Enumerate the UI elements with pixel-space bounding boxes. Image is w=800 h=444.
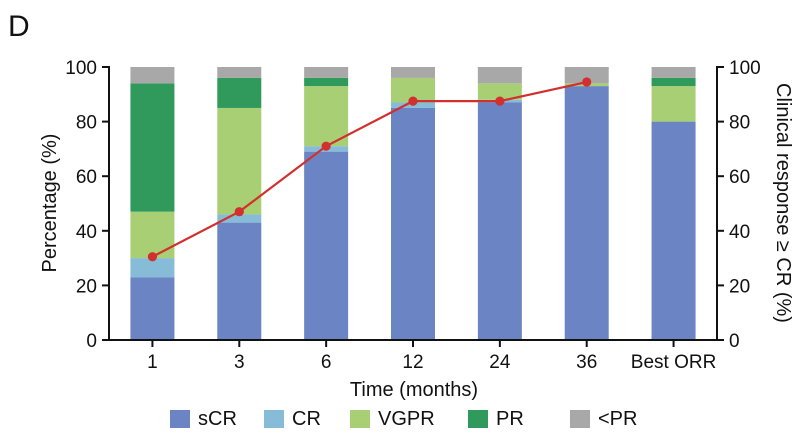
response-point	[408, 96, 418, 106]
legend-label: PR	[496, 408, 524, 430]
bar-segment-pr	[651, 77, 696, 87]
response-point	[321, 141, 331, 151]
right-y-axis-title: Clinical response ≥ CR (%)	[772, 83, 794, 323]
right-y-tick-label: 100	[729, 58, 761, 79]
plot-area	[130, 67, 696, 341]
bar-segment-pr	[217, 77, 262, 108]
x-tick-label: 6	[321, 352, 332, 373]
x-tick-label: 24	[489, 352, 511, 373]
bar-segment-vgpr	[477, 83, 522, 100]
y-tick-label: 0	[86, 331, 97, 352]
legend-label: VGPR	[378, 408, 435, 430]
right-y-tick-label: 40	[729, 222, 750, 243]
x-tick-label: 3	[234, 352, 245, 373]
bar-segment-pr	[130, 67, 175, 84]
y-tick-label: 60	[76, 167, 97, 188]
bar-segment-pr	[304, 67, 349, 78]
y-tick-label: 20	[76, 276, 97, 297]
response-point	[147, 252, 158, 262]
bar-segment-scr	[217, 222, 262, 340]
response-point	[234, 207, 244, 217]
y-tick-label: 40	[76, 222, 97, 243]
response-line	[151, 80, 587, 258]
bar-segment-scr	[477, 102, 522, 341]
right-y-tick-label: 20	[729, 276, 750, 297]
bar-segment-vgpr	[130, 211, 175, 259]
response-point	[495, 96, 505, 106]
y-axis-title: Percentage (%)	[39, 134, 61, 273]
x-tick-label: 1	[147, 352, 158, 373]
x-tick-label: Best ORR	[631, 352, 717, 373]
response-point	[582, 77, 592, 87]
legend: sCR CR VGPR PR <PR	[170, 408, 637, 430]
bar-segment-pr	[304, 77, 349, 87]
legend-label: sCR	[198, 408, 237, 430]
bar-segment-cr	[130, 258, 175, 278]
bar-segment-pr	[564, 67, 609, 84]
y-tick-label: 100	[65, 58, 97, 79]
y-tick-label: 80	[76, 113, 97, 134]
legend-label: CR	[292, 408, 321, 430]
bar-segment-pr	[651, 67, 696, 78]
bar-segment-scr	[130, 277, 175, 340]
bar-segment-vgpr	[217, 107, 262, 215]
bar-segment-scr	[651, 121, 696, 340]
bar-segment-scr	[304, 151, 349, 340]
bar-segment-scr	[564, 86, 609, 340]
bar-segment-vgpr	[304, 86, 349, 147]
right-y-tick-label: 60	[729, 167, 750, 188]
bar-segment-pr	[477, 67, 522, 84]
legend-swatch	[468, 410, 488, 428]
right-y-tick-label: 80	[729, 113, 750, 134]
bar-segment-pr	[391, 67, 435, 78]
legend-swatch	[570, 410, 590, 428]
bar-segment-scr	[391, 107, 435, 340]
legend-swatch	[170, 410, 190, 428]
right-y-tick-label: 0	[729, 331, 740, 352]
panel-label: D	[8, 10, 30, 43]
legend-swatch	[350, 410, 370, 428]
x-tick-label: 36	[576, 352, 597, 373]
bar-segment-pr	[217, 67, 262, 78]
bar-segment-cr	[217, 214, 262, 223]
bar-segment-pr	[130, 83, 175, 212]
x-axis-title: Time (months)	[350, 379, 478, 401]
legend-swatch	[264, 410, 284, 428]
x-tick-label: 12	[402, 352, 423, 373]
legend-label: <PR	[598, 408, 637, 430]
bar-segment-vgpr	[651, 86, 696, 122]
